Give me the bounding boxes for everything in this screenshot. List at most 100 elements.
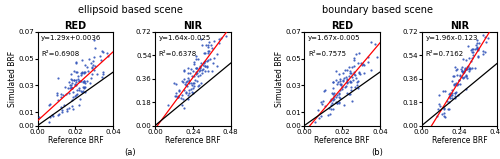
Point xyxy=(342,85,350,87)
Point xyxy=(436,105,444,107)
Point xyxy=(444,93,452,96)
Text: R²=0.7162: R²=0.7162 xyxy=(426,51,464,57)
Point xyxy=(472,43,480,46)
Point xyxy=(188,91,196,93)
Point xyxy=(98,59,106,61)
Point xyxy=(346,93,354,95)
Point xyxy=(81,90,89,93)
Point xyxy=(332,101,340,103)
Point xyxy=(194,57,202,60)
Point xyxy=(178,103,186,106)
Point xyxy=(190,85,198,87)
Point xyxy=(80,71,88,74)
Point xyxy=(348,76,356,78)
Point xyxy=(335,93,343,96)
Point xyxy=(57,93,65,95)
Point xyxy=(359,63,367,66)
Point xyxy=(73,93,81,96)
Point xyxy=(360,72,368,74)
Point xyxy=(333,102,341,104)
Point xyxy=(455,78,463,81)
Point xyxy=(185,88,193,91)
Point xyxy=(186,68,194,71)
Point xyxy=(188,88,196,90)
X-axis label: Reference BRF: Reference BRF xyxy=(48,136,103,145)
Point xyxy=(68,87,76,90)
Point xyxy=(72,61,80,64)
Point xyxy=(204,50,212,52)
Y-axis label: Simulated BRF: Simulated BRF xyxy=(274,51,283,107)
Point xyxy=(454,94,462,97)
Point xyxy=(200,52,208,54)
Point xyxy=(98,76,106,78)
Point xyxy=(182,91,190,93)
Point xyxy=(469,51,477,53)
Point xyxy=(439,89,447,92)
Point xyxy=(180,107,188,109)
Text: (b): (b) xyxy=(372,148,384,157)
Point xyxy=(64,87,72,90)
Point xyxy=(68,81,76,84)
Text: boundary based scene: boundary based scene xyxy=(322,5,433,15)
Point xyxy=(84,79,92,82)
Point xyxy=(182,84,190,86)
Point xyxy=(466,67,474,69)
Point xyxy=(352,53,360,55)
Point xyxy=(334,101,342,104)
Point xyxy=(448,94,456,97)
Point xyxy=(48,114,56,117)
Point xyxy=(182,92,190,95)
Point xyxy=(456,75,464,78)
Point xyxy=(79,80,87,83)
Point xyxy=(69,90,77,93)
Point xyxy=(462,67,469,70)
Point xyxy=(70,70,78,73)
Point xyxy=(175,89,183,91)
Point xyxy=(190,63,198,65)
Point xyxy=(56,106,64,109)
Point xyxy=(472,47,480,49)
Point xyxy=(452,82,460,84)
Point xyxy=(440,90,448,93)
Point xyxy=(202,60,210,62)
Point xyxy=(338,80,346,83)
Point xyxy=(196,65,204,68)
Point xyxy=(354,80,362,83)
Point xyxy=(214,41,222,44)
Point xyxy=(76,90,84,92)
Point xyxy=(338,88,346,90)
Point xyxy=(462,76,470,79)
Point xyxy=(328,91,336,94)
Point xyxy=(329,108,337,110)
Point xyxy=(80,86,88,88)
Point xyxy=(80,79,88,82)
Point xyxy=(336,79,344,82)
Point xyxy=(195,84,203,86)
Point xyxy=(450,75,458,78)
Point xyxy=(440,108,448,111)
Point xyxy=(78,91,86,93)
Point xyxy=(458,70,466,72)
Point xyxy=(448,79,456,82)
Point xyxy=(206,58,214,61)
Point xyxy=(189,92,197,94)
Point xyxy=(329,81,337,83)
Point xyxy=(328,102,336,105)
Point xyxy=(88,73,96,75)
Text: y=1.96x-0.123: y=1.96x-0.123 xyxy=(426,35,478,41)
Point xyxy=(333,93,341,96)
Point xyxy=(352,77,360,80)
Point xyxy=(446,94,454,96)
Point xyxy=(333,102,341,104)
Point xyxy=(468,48,476,50)
Point xyxy=(98,49,106,52)
Point xyxy=(481,51,489,53)
Point xyxy=(72,78,80,81)
Point xyxy=(72,84,80,86)
Point xyxy=(462,59,470,62)
Point xyxy=(466,68,473,70)
Point xyxy=(186,79,194,82)
Point xyxy=(66,73,74,75)
Point xyxy=(356,73,364,75)
Point xyxy=(459,58,467,61)
